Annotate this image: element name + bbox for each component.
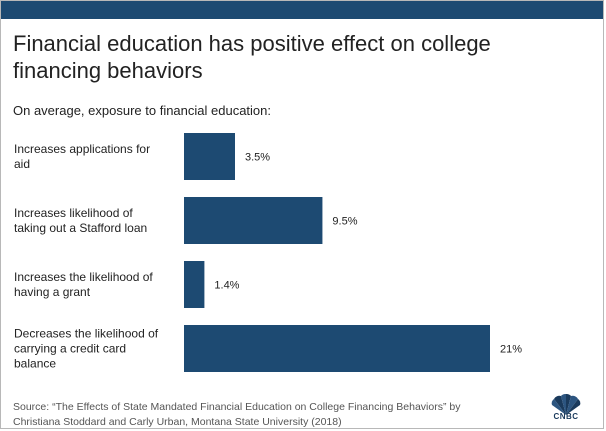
category-label-2: Increases the likelihood of having a gran… xyxy=(14,270,153,299)
bar-value-label-2: 1.4% xyxy=(214,280,239,292)
category-label-1-line-0: Increases likelihood of xyxy=(14,206,133,220)
source-line-2: Christiana Stoddard and Carly Urban, Mon… xyxy=(13,416,342,428)
bar-3 xyxy=(184,325,490,372)
bar-value-label-0: 3.5% xyxy=(245,152,270,164)
top-accent-bar xyxy=(1,1,603,19)
source-line-1: Source: “The Effects of State Mandated F… xyxy=(13,401,461,413)
category-label-1: Increases likelihood of taking out a Staf… xyxy=(14,206,147,235)
bar-2 xyxy=(184,261,205,308)
source-note: Source: “The Effects of State Mandated F… xyxy=(13,400,533,430)
category-label-2-line-1: having a grant xyxy=(14,285,91,299)
category-label-0-line-0: Increases applications for xyxy=(14,142,150,156)
chart-subtitle: On average, exposure to financial educat… xyxy=(13,103,272,118)
bar-0 xyxy=(184,133,235,180)
bar-value-label-3: 21% xyxy=(500,344,522,356)
category-label-1-line-1: taking out a Stafford loan xyxy=(14,221,147,235)
bar-1 xyxy=(184,197,323,244)
category-label-3-line-2: balance xyxy=(14,357,56,371)
chart-title: Financial education has positive effect … xyxy=(13,31,491,83)
category-label-3: Decreases the likelihood of carrying a cr… xyxy=(14,327,159,371)
category-label-3-line-1: carrying a credit card xyxy=(14,342,126,356)
bar-value-label-1: 9.5% xyxy=(332,216,357,228)
cnbc-logo-text: CNBC xyxy=(553,412,579,421)
category-label-2-line-0: Increases the likelihood of xyxy=(14,270,153,284)
category-label-0-line-1: aid xyxy=(14,157,30,171)
category-label-0: Increases applications for aid xyxy=(14,142,150,171)
category-label-3-line-0: Decreases the likelihood of xyxy=(14,327,159,341)
cnbc-peacock-icon xyxy=(551,393,581,415)
